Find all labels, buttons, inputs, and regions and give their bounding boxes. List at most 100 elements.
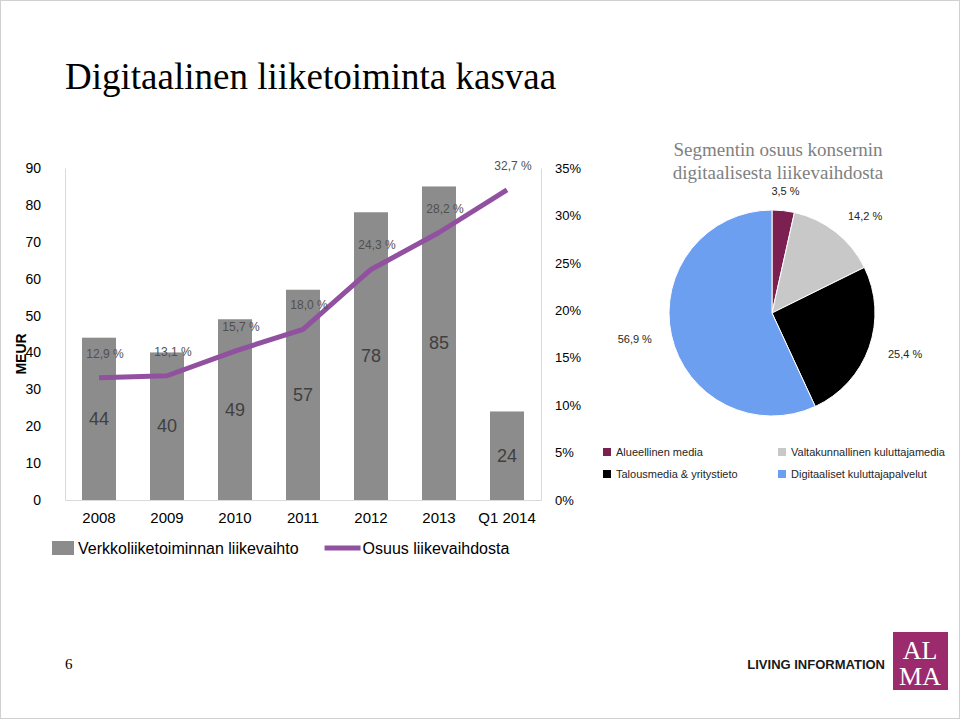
line-label: 18,0 %: [290, 298, 328, 312]
y-tick: 10: [25, 455, 65, 471]
logo-text: MA: [899, 662, 941, 691]
x-tick-label: 2013: [422, 509, 455, 526]
x-tick: 2013: [422, 500, 455, 526]
y-tick: 40: [25, 344, 65, 360]
x-tick-label: 2011: [287, 509, 319, 526]
x-axis: 2008 2009 2010 2011 2012 2013 Q1 2014: [66, 500, 542, 526]
pie-legend-label: Valtakunnallinen kuluttajamedia: [791, 446, 946, 458]
bar-label: 40: [157, 416, 177, 436]
line-label: 13,1 %: [154, 345, 192, 359]
pie-legend-label: Digitaaliset kuluttajapalvelut: [791, 468, 927, 480]
pie-legend-swatch: [778, 470, 786, 478]
line-label: 32,7 %: [494, 159, 532, 173]
y-tick-label: 80: [25, 197, 41, 213]
pie-title: digitaalisesta liikevaihdosta: [673, 162, 884, 183]
pie-legend-swatch: [603, 448, 611, 456]
page-number: 6: [65, 656, 73, 672]
logo-box: [893, 632, 948, 690]
y-tick: 20: [25, 418, 65, 434]
legend-swatch: [52, 541, 74, 555]
y-tick-label: 20: [25, 418, 41, 434]
bar: [354, 212, 388, 500]
y2-tick-label: 10%: [555, 398, 581, 413]
y2-tick: 15%: [541, 350, 581, 365]
x-tick-label: Q1 2014: [478, 509, 536, 526]
y2-tick-label: 20%: [555, 303, 581, 318]
y-tick: 60: [25, 271, 65, 287]
y-axis: 0 10 20 30 40 50 60 70 80 90: [25, 160, 65, 508]
y2-tick-label: 30%: [555, 208, 581, 223]
pie-label: 3,5 %: [771, 185, 799, 197]
y-tick-label: 90: [25, 160, 41, 176]
y-tick-label: 10: [25, 455, 41, 471]
bar-label: 57: [293, 385, 313, 405]
y-tick: 50: [25, 308, 65, 324]
legend-swatch: [325, 546, 361, 551]
y2-tick: 30%: [541, 208, 581, 223]
x-tick-label: 2012: [354, 509, 387, 526]
line-label: 24,3 %: [358, 238, 396, 252]
x-tick: 2008: [82, 500, 115, 526]
y2-tick-label: 0%: [555, 493, 574, 508]
x-tick: 2009: [150, 500, 183, 526]
data-labels: 4440495778852412,9 %13,1 %15,7 %18,0 %24…: [86, 159, 532, 466]
legend-label: Osuus liikevaihdosta: [363, 540, 510, 557]
pie-legend-label: Alueellinen media: [616, 446, 704, 458]
x-tick: Q1 2014: [478, 500, 536, 526]
legend: Verkkoliiketoiminnan liikevaihto Osuus li…: [52, 540, 509, 557]
y2-tick-label: 25%: [555, 256, 581, 271]
slide-frame: [1, 1, 960, 719]
pie-legend-swatch: [603, 470, 611, 478]
y-axis-title: MEUR: [13, 333, 29, 374]
y2-tick: 10%: [541, 398, 581, 413]
y2-tick-label: 5%: [555, 445, 574, 460]
bar-label: 85: [429, 333, 449, 353]
y2-tick: 25%: [541, 256, 581, 271]
x-tick: 2010: [218, 500, 251, 526]
pie-label: 14,2 %: [848, 210, 882, 222]
y-tick-label: 60: [25, 271, 41, 287]
line-label: 15,7 %: [222, 320, 260, 334]
tagline: LIVING INFORMATION: [747, 657, 885, 672]
line: [99, 190, 507, 378]
pie-legend-label: Talousmedia & yritystieto: [616, 468, 738, 480]
y-tick: 80: [25, 197, 65, 213]
bar-label: 44: [89, 409, 109, 429]
slide: Digitaalinen liiketoiminta kasvaa0102030…: [0, 0, 960, 719]
y2-axis: 0% 5% 10% 15% 20% 25% 30% 35%: [541, 161, 581, 508]
y-axis-line: [65, 169, 66, 501]
y-tick: 30: [25, 381, 65, 397]
pie-title: Segmentin osuus konsernin: [674, 139, 883, 160]
pie-label: 56,9 %: [618, 333, 652, 345]
y-tick-label: 50: [25, 308, 41, 324]
y2-tick-label: 15%: [555, 350, 581, 365]
bar: [490, 411, 524, 500]
legend-label: Verkkoliiketoiminnan liikevaihto: [78, 540, 299, 557]
y-tick: 70: [25, 234, 65, 250]
y-tick: 0: [33, 492, 65, 508]
bar: [82, 338, 116, 500]
x-tick-label: 2009: [150, 509, 183, 526]
y-tick-label: 30: [25, 381, 41, 397]
y-tick: 90: [25, 160, 65, 176]
pie-legend: Alueellinen media Valtakunnallinen kulutt…: [603, 446, 946, 480]
x-tick-label: 2008: [82, 509, 115, 526]
y-tick-label: 0: [33, 492, 41, 508]
y-tick-label: 70: [25, 234, 41, 250]
line-label: 28,2 %: [426, 202, 464, 216]
logo-text: AL: [903, 636, 938, 665]
pie: 3,5 % 14,2 % 25,4 % 56,9 %: [618, 185, 923, 416]
bar-label: 78: [361, 346, 381, 366]
plot-area: [82, 186, 524, 500]
y2-tick: 20%: [541, 303, 581, 318]
bar-label: 24: [497, 446, 517, 466]
y2-axis-line: [541, 169, 542, 501]
x-axis-line: [66, 500, 542, 501]
bar-label: 49: [225, 400, 245, 420]
pie-slice: [669, 210, 815, 416]
pie-label: 25,4 %: [888, 348, 922, 360]
x-tick: 2012: [354, 500, 387, 526]
x-tick-label: 2010: [218, 509, 251, 526]
y2-tick: 0%: [541, 493, 574, 508]
y2-tick: 35%: [541, 161, 581, 176]
